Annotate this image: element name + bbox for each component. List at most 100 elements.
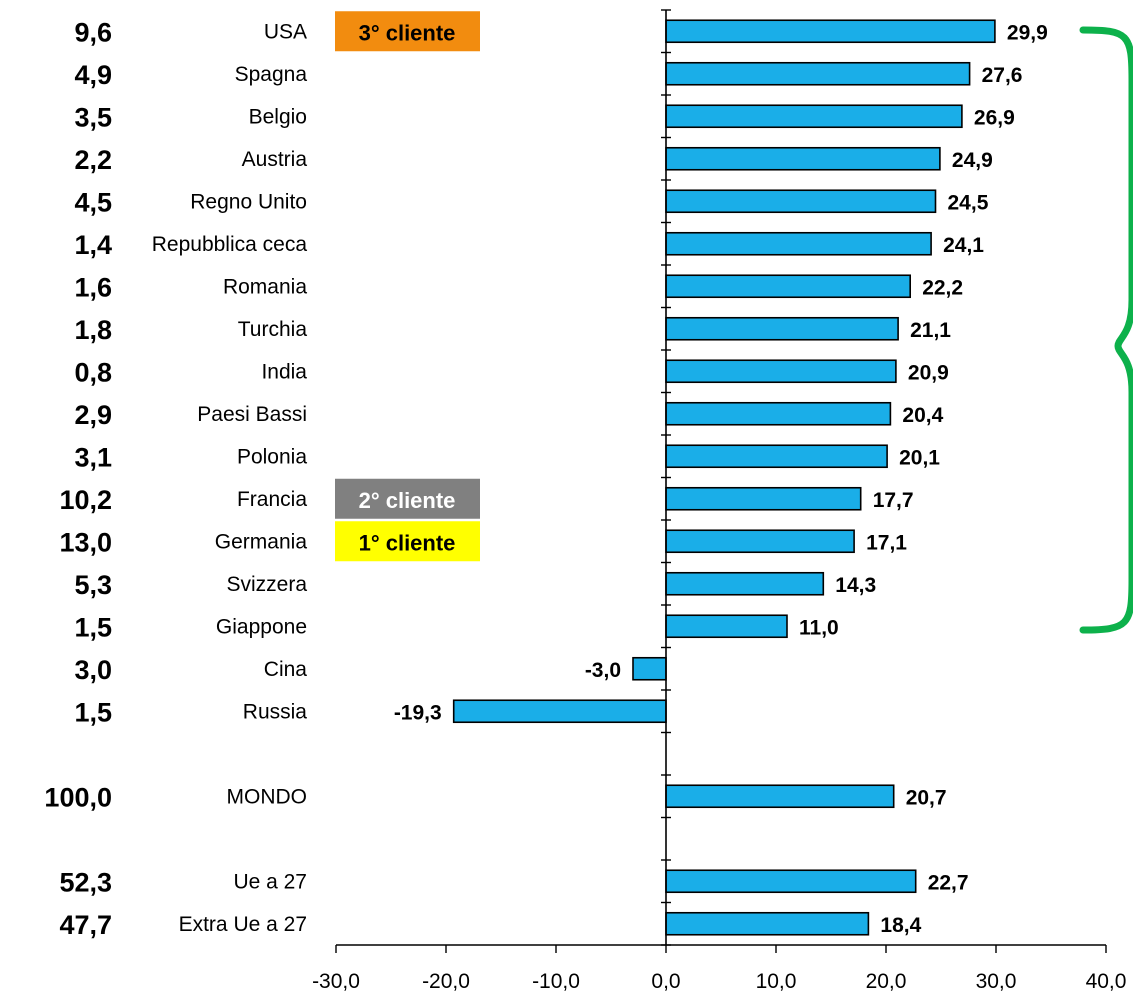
share-label: 1,4 [74,230,112,260]
share-label: 1,8 [74,315,112,345]
value-label: 17,1 [866,531,907,554]
x-tick-label: 0,0 [651,970,680,993]
brace-annotation [1079,26,1133,634]
bar [665,189,937,214]
value-label: 24,9 [952,149,993,172]
share-label: 3,1 [74,442,112,472]
x-tick-label: -30,0 [312,970,360,993]
value-label: 18,4 [880,914,921,937]
share-label: 1,6 [74,272,112,302]
category-label: MONDO [227,785,308,808]
bar [665,146,941,171]
x-tick-label: 10,0 [756,970,797,993]
bar [665,19,996,44]
bar [665,571,825,596]
value-label: 20,9 [908,361,949,384]
share-label: 13,0 [59,527,112,557]
share-label: 2,2 [74,145,112,175]
bar [665,784,895,809]
annotation-label: 2° cliente [359,488,456,513]
value-label: 20,7 [906,786,947,809]
bar [665,869,917,894]
share-label: 3,5 [74,102,112,132]
annotation-label: 3° cliente [359,20,456,45]
share-label: 2,9 [74,400,112,430]
annotation-badge [335,11,480,52]
share-label: 52,3 [59,867,112,897]
value-label: 29,9 [1007,21,1048,44]
share-label: 100,0 [44,782,112,812]
x-tick-label: -10,0 [532,970,580,993]
bar [665,444,888,469]
bar [665,104,963,129]
x-tick-label: -20,0 [422,970,470,993]
category-label: Belgio [249,105,307,128]
share-label: 47,7 [59,910,112,940]
value-label: 14,3 [835,574,876,597]
share-label: 1,5 [74,697,112,727]
category-label: Russia [243,700,308,723]
share-label: 9,6 [74,17,112,47]
value-label: 27,6 [982,64,1023,87]
bar [665,61,971,86]
curly-brace [1079,26,1133,634]
category-label: Paesi Bassi [197,403,307,426]
value-label: 21,1 [910,319,951,342]
bar [665,316,899,341]
value-label: 22,2 [922,276,963,299]
x-tick-label: 40,0 [1086,970,1127,993]
category-label: Spagna [235,63,308,86]
bar [452,699,667,724]
share-label: 0,8 [74,357,112,387]
share-label: 4,5 [74,187,112,217]
bar [665,911,870,936]
share-label: 4,9 [74,60,112,90]
share-label: 1,5 [74,612,112,642]
category-label: Cina [264,658,308,681]
category-label: Svizzera [226,573,307,596]
axes: -30,0 -20,0 -10,0 0,0 10,0 20,0 30,0 40,0 [312,9,1127,993]
value-label: 24,1 [943,234,984,257]
bar [665,359,897,384]
bar [632,656,667,681]
category-labels: USA Spagna Belgio Austria Regno Unito Repubbl… [152,20,308,936]
category-label: Polonia [237,445,307,468]
category-label: Ue a 27 [233,870,307,893]
value-labels: 29,9 27,6 26,9 24,9 24,5 24,1 22,2 21,1 20,9 20,4… [394,21,1048,937]
bar [665,486,862,511]
category-label: Regno Unito [190,190,307,213]
category-label: Francia [237,488,307,511]
bar [665,529,855,554]
value-label: 11,0 [799,616,839,639]
bar [665,274,911,299]
category-label: India [261,360,307,383]
category-label: Turchia [238,318,308,341]
value-label: -19,3 [394,701,442,724]
bar [665,401,892,426]
share-label: 3,0 [74,655,112,685]
share-label: 10,2 [59,485,112,515]
category-label: Germania [215,530,308,553]
x-tick-label: 30,0 [976,970,1017,993]
bar [665,231,932,256]
annotation-badge [335,478,480,519]
value-label: -3,0 [585,659,621,682]
category-label: Giappone [216,615,307,638]
share-column: 9,6 4,9 3,5 2,2 4,5 1,4 1,6 1,8 0,8 2,9 3,1 10,2 13,… [44,17,112,940]
annotation-label: 1° cliente [359,530,456,555]
share-label: 5,3 [74,570,112,600]
annotation-badges: 3° cliente 2° cliente 1° cliente [335,11,480,562]
value-label: 20,1 [899,446,940,469]
value-label: 17,7 [873,489,914,512]
value-label: 22,7 [928,871,969,894]
category-label: Romania [223,275,307,298]
x-tick-label: 20,0 [866,970,907,993]
value-label: 20,4 [902,404,943,427]
category-label: USA [264,20,307,43]
category-label: Repubblica ceca [152,233,308,256]
bar [665,614,788,639]
category-label: Austria [242,148,308,171]
annotation-badge [335,521,480,562]
category-label: Extra Ue a 27 [179,913,307,936]
